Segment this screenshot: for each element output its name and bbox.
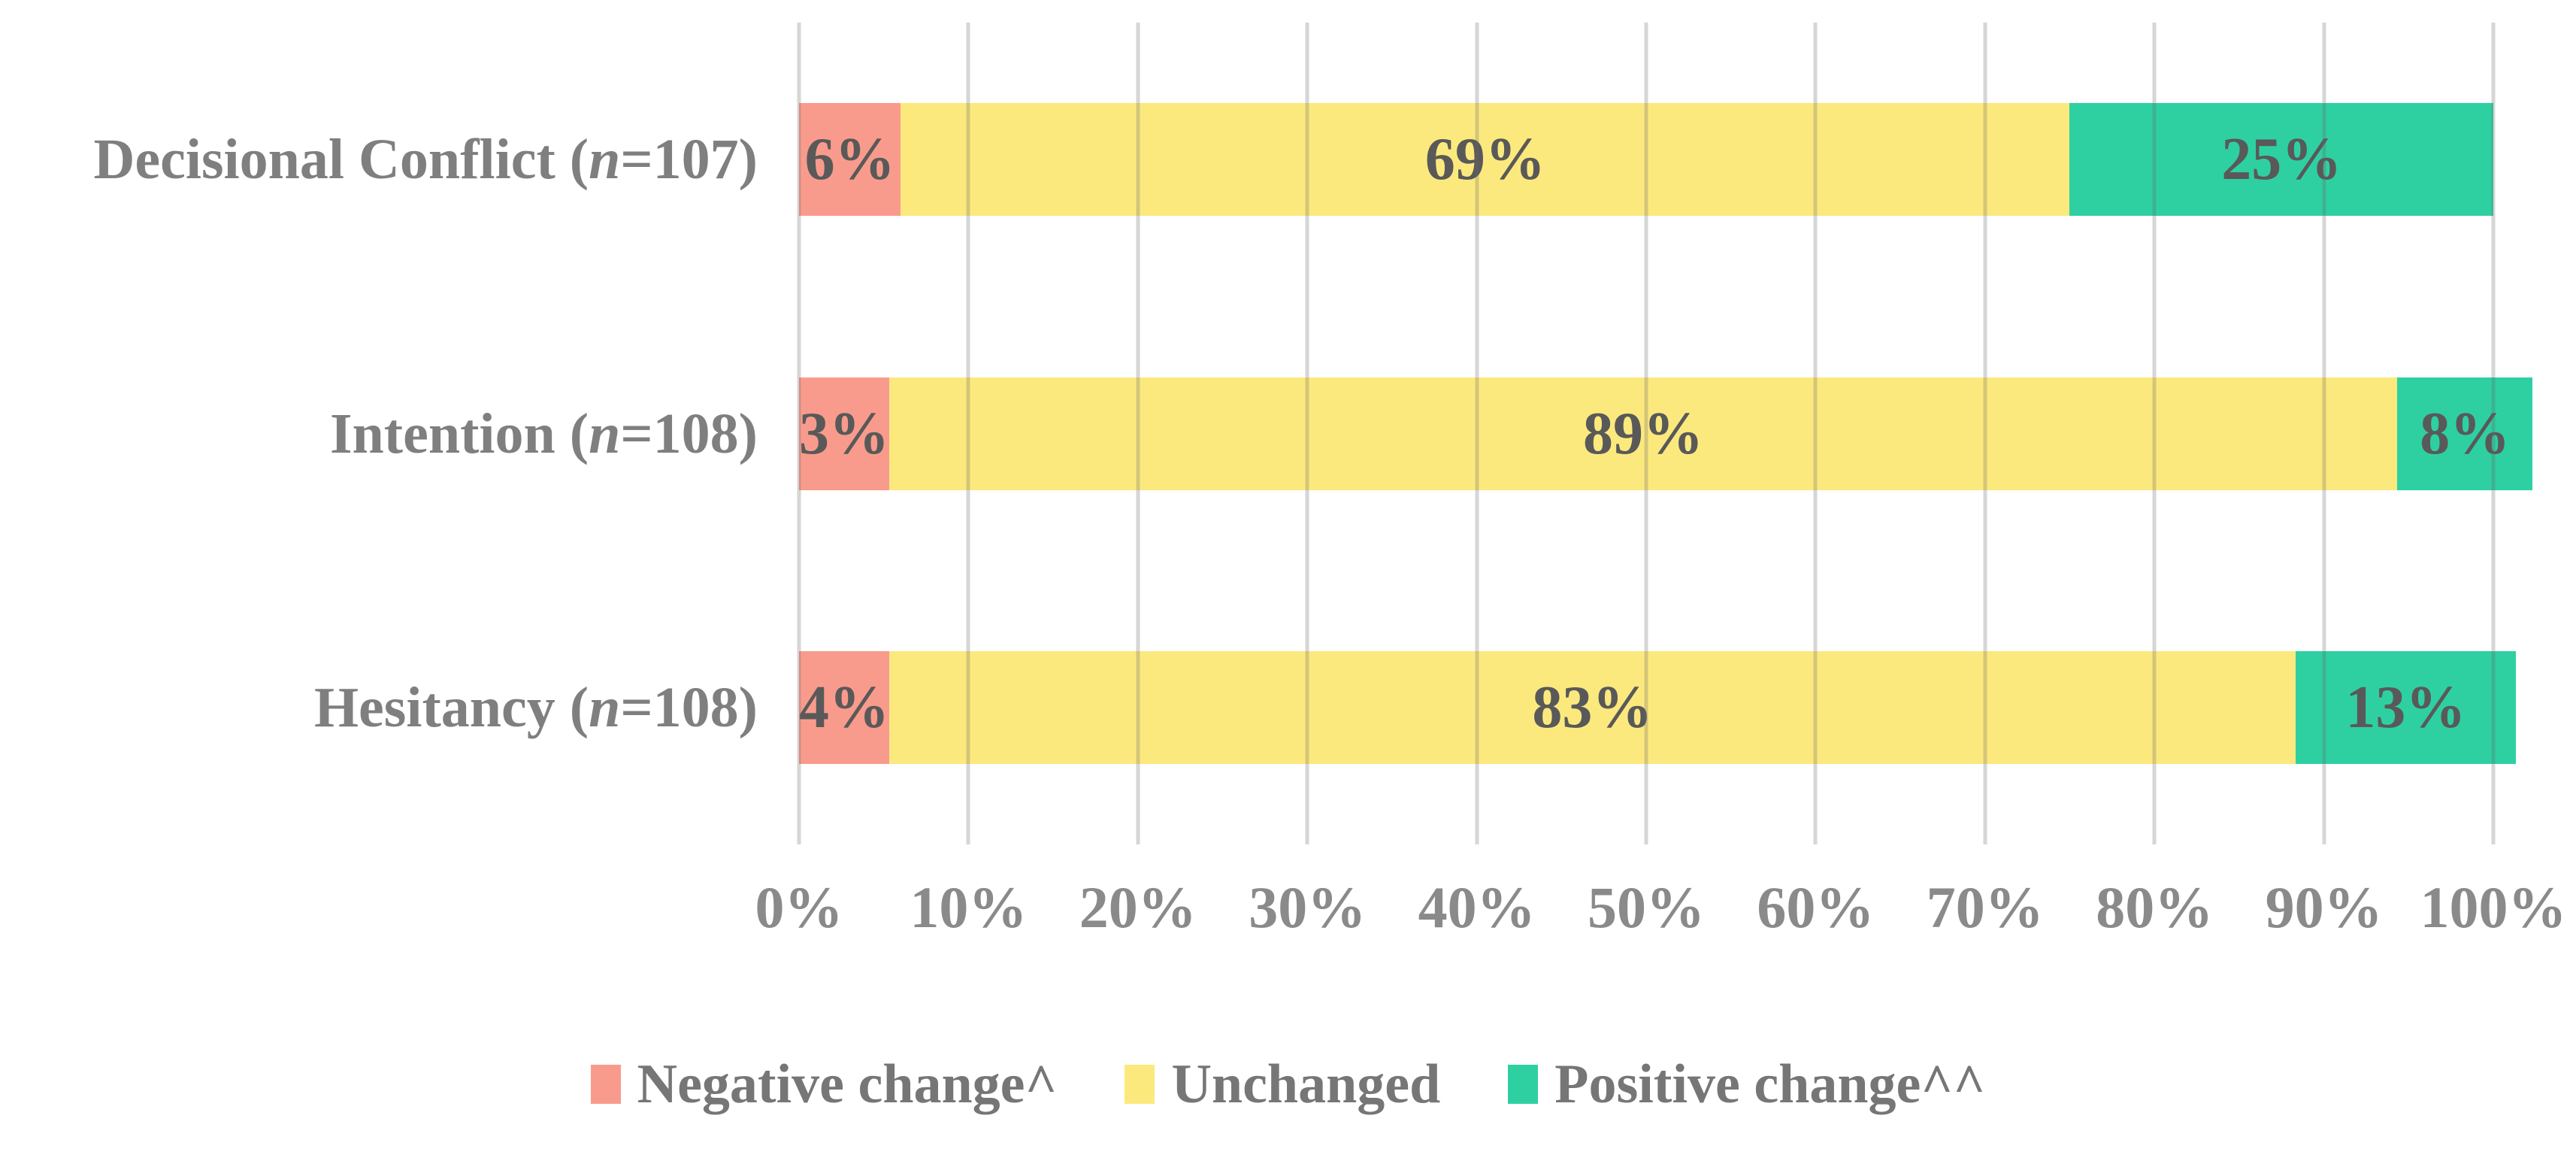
data-label: 4% xyxy=(799,674,889,741)
x-tick-label: 40% xyxy=(1418,874,1536,940)
y-axis-category-labels: Decisional Conflict (n=107) Intention (n=… xyxy=(0,23,758,844)
category-label: Intention (n=108) xyxy=(0,405,758,462)
x-tick-label: 0% xyxy=(755,874,843,940)
bar-segment: 89% xyxy=(889,377,2398,490)
bar-segment: 25% xyxy=(2069,103,2493,217)
bar-row: 3% 89% 8% xyxy=(799,377,2533,490)
legend-swatch xyxy=(1125,1065,1155,1104)
category-label-prefix: Intention ( xyxy=(329,402,589,465)
data-label: 83% xyxy=(1532,674,1653,741)
bar-segment: 3% xyxy=(799,377,889,490)
data-label: 6% xyxy=(804,126,895,193)
category-label-n: n xyxy=(589,402,621,465)
category-label-n: n xyxy=(589,675,621,739)
x-tick-label: 70% xyxy=(1926,874,2044,940)
bar-segment: 6% xyxy=(799,103,901,217)
bar-segment: 69% xyxy=(901,103,2070,217)
category-label-n: n xyxy=(589,128,621,192)
data-label: 69% xyxy=(1424,126,1545,193)
x-tick-label: 100% xyxy=(2420,874,2567,940)
x-tick-label: 60% xyxy=(1757,874,1875,940)
category-label: Hesitancy (n=108) xyxy=(0,679,758,736)
x-tick-label: 80% xyxy=(2096,874,2214,940)
legend-item: Positive change^^ xyxy=(1508,1056,1985,1112)
data-label: 8% xyxy=(2420,400,2511,467)
category-label-suffix: =108) xyxy=(620,402,758,465)
legend: Negative change^ Unchanged Positive change… xyxy=(0,1056,2576,1112)
legend-swatch xyxy=(590,1065,621,1104)
category-label-prefix: Hesitancy ( xyxy=(313,675,589,739)
x-tick-label: 30% xyxy=(1249,874,1367,940)
legend-item: Negative change^ xyxy=(590,1053,1058,1115)
legend-label: Negative change^ xyxy=(637,1053,1058,1115)
x-tick-label: 10% xyxy=(910,874,1028,940)
category-label-prefix: Decisional Conflict ( xyxy=(93,128,589,192)
bar-row: 4% 83% 13% xyxy=(799,650,2516,764)
bar-segment: 8% xyxy=(2397,377,2533,490)
x-tick-label: 50% xyxy=(1588,874,1705,940)
bar-row: 6% 69% 25% xyxy=(799,103,2493,217)
bar-segment: 83% xyxy=(889,650,2296,764)
legend-label: Unchanged xyxy=(1171,1053,1441,1115)
legend-swatch xyxy=(1508,1065,1539,1104)
plot-area: 6% 69% 25% 3% 89% 8% 4% 83% 13% xyxy=(797,23,2533,844)
x-axis-tick-labels: 0% 10% 20% 30% 40% 50% 60% 70% 80% 90% 100% xyxy=(755,874,2567,961)
bars-container: 6% 69% 25% 3% 89% 8% 4% 83% 13% xyxy=(799,23,2533,844)
category-label-suffix: =107) xyxy=(620,128,758,192)
data-label: 13% xyxy=(2345,674,2466,741)
data-label: 25% xyxy=(2221,126,2342,193)
x-tick-label: 90% xyxy=(2265,874,2383,940)
legend-label: Positive change^^ xyxy=(1554,1053,1986,1115)
bar-segment: 13% xyxy=(2295,650,2516,764)
legend-item: Unchanged xyxy=(1125,1056,1440,1112)
bar-segment: 4% xyxy=(799,650,889,764)
category-label: Decisional Conflict (n=107) xyxy=(0,131,758,188)
category-label-suffix: =108) xyxy=(620,675,758,739)
x-tick-label: 20% xyxy=(1079,874,1197,940)
data-label: 3% xyxy=(799,400,889,467)
data-label: 89% xyxy=(1583,400,1704,467)
